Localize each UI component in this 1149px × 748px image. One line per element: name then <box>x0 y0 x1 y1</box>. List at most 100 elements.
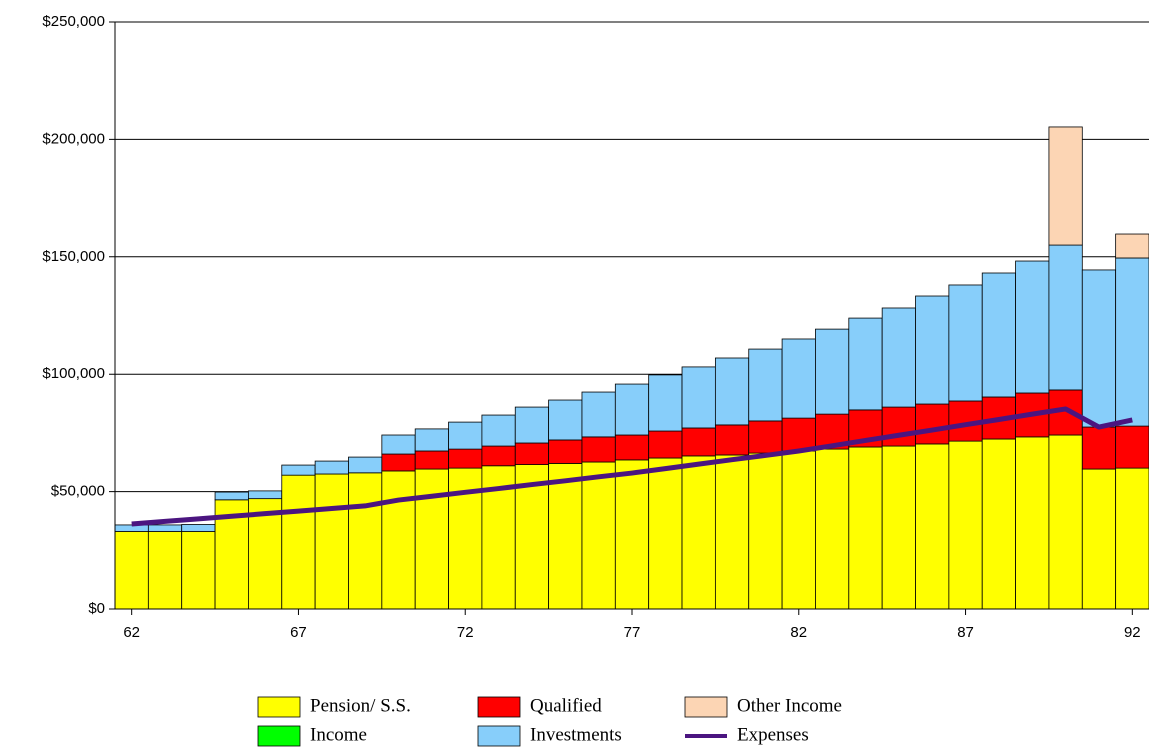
legend-label: Income <box>310 724 367 745</box>
bar-segment <box>281 474 316 610</box>
bar-segment <box>815 448 850 610</box>
bar-segment <box>1015 436 1050 610</box>
x-tick-label: 72 <box>457 624 474 641</box>
bar-segment <box>981 272 1016 398</box>
y-tick-label: $50,000 <box>51 483 105 500</box>
bar-segment <box>381 434 416 455</box>
y-tick-label: $250,000 <box>42 13 105 30</box>
bar-segment <box>648 430 683 459</box>
bar-segment <box>214 491 249 501</box>
bar-segment <box>915 403 950 445</box>
bar-segment <box>1048 126 1083 246</box>
bar-segment <box>714 357 750 426</box>
bar-segment <box>748 348 783 422</box>
legend-swatch <box>477 696 521 718</box>
legend-label: Other Income <box>737 695 842 716</box>
bar-segment <box>1115 467 1149 610</box>
bar-segment <box>781 338 816 419</box>
x-tick-label: 62 <box>123 624 140 641</box>
bar-segment <box>681 455 716 610</box>
bar-segment <box>714 454 750 610</box>
bar-segment <box>114 531 149 610</box>
bar-segment <box>915 295 950 405</box>
bar-segment <box>181 524 216 532</box>
x-tick-label: 82 <box>790 624 807 641</box>
bar-segment <box>1048 244 1083 391</box>
legend-swatch <box>477 725 521 747</box>
bar-segment <box>1048 434 1083 610</box>
bar-segment <box>614 383 650 436</box>
bar-segment <box>581 436 616 463</box>
bar-segment <box>848 446 883 610</box>
bar-segment <box>981 438 1016 610</box>
legend-swatch <box>684 696 728 718</box>
x-tick-label: 77 <box>624 624 641 641</box>
bar-segment <box>614 434 650 461</box>
bar-segment <box>481 445 516 467</box>
bar-segment <box>581 391 616 438</box>
bar-segment <box>548 399 583 441</box>
bar-segment <box>1015 260 1050 394</box>
bar-segment <box>414 468 449 610</box>
bar-segment <box>248 490 283 500</box>
bar-segment <box>581 461 616 610</box>
bar-segment <box>381 453 416 472</box>
x-tick-label: 67 <box>290 624 307 641</box>
bar-segment <box>648 457 683 610</box>
bar-segment <box>314 473 349 610</box>
bar-segment <box>1081 426 1117 470</box>
legend-label: Expenses <box>737 724 809 745</box>
x-tick-label: 92 <box>1124 624 1141 641</box>
legend-label: Investments <box>530 724 622 745</box>
bar-segment <box>681 427 716 457</box>
bar-segment <box>514 406 550 444</box>
bar-segment <box>1115 425 1149 469</box>
bar-segment <box>815 328 850 415</box>
bar-segment <box>114 524 149 532</box>
expense-line <box>131 406 1133 527</box>
bar-segment <box>1081 269 1117 428</box>
bar-segment <box>381 470 416 610</box>
bar-segment <box>781 417 816 452</box>
bar-segment <box>881 406 916 447</box>
bar-segment <box>948 440 983 610</box>
bar-segment <box>548 439 583 464</box>
bar-segment <box>1115 233 1149 259</box>
bar-segment <box>414 428 449 452</box>
bar-segment <box>881 307 916 408</box>
bar-segment <box>1081 468 1117 610</box>
bar-segment <box>147 524 183 532</box>
bar-segment <box>548 463 583 610</box>
bar-segment <box>714 424 750 456</box>
bar-segment <box>748 452 783 610</box>
bar-segment <box>1115 257 1149 427</box>
legend-swatch <box>257 725 301 747</box>
bar-segment <box>681 366 716 429</box>
bar-segment <box>348 456 383 474</box>
bar-segment <box>181 531 216 610</box>
bar-segment <box>648 374 683 432</box>
bar-segment <box>514 442 550 465</box>
bar-segment <box>514 464 550 610</box>
bar-segment <box>915 443 950 610</box>
legend-swatch <box>257 696 301 718</box>
x-tick-label: 87 <box>957 624 974 641</box>
bar-segment <box>448 421 483 450</box>
bar-segment <box>281 464 316 476</box>
legend-label: Qualified <box>530 695 602 716</box>
y-tick-label: $150,000 <box>42 248 105 265</box>
legend-label: Pension/ S.S. <box>310 695 411 716</box>
bar-segment <box>448 448 483 469</box>
bar-segment <box>848 317 883 411</box>
y-tick-label: $0 <box>88 600 105 617</box>
y-tick-label: $200,000 <box>42 130 105 147</box>
bar-segment <box>414 450 449 470</box>
bar-segment <box>147 531 183 610</box>
bar-segment <box>314 460 349 475</box>
y-tick-label: $100,000 <box>42 365 105 382</box>
bar-segment <box>881 445 916 610</box>
bar-segment <box>614 459 650 610</box>
bar-segment <box>781 450 816 610</box>
bar-segment <box>348 472 383 610</box>
